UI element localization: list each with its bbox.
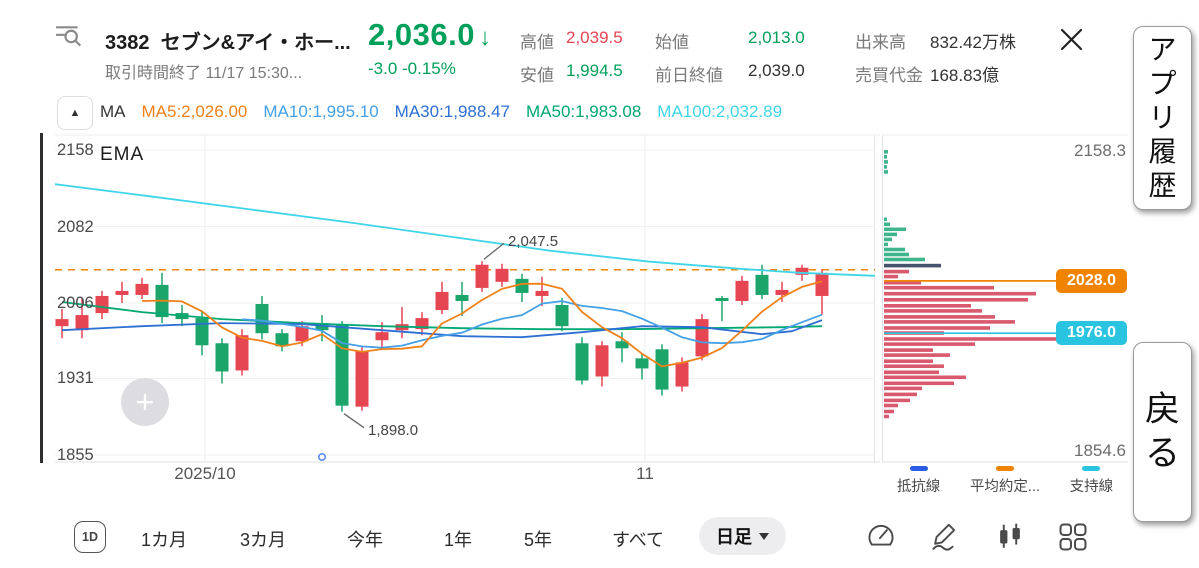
time-tick: 11: [636, 464, 654, 483]
legend-item[interactable]: 支持線: [1069, 466, 1114, 496]
panel-max-label: 2158.3: [1074, 141, 1126, 160]
stat-value-volume: 832.42万株: [930, 33, 1016, 52]
profile-legend: 抵抗線 平均約定... 支持線: [882, 466, 1128, 496]
app-history-button[interactable]: アプリ履歴: [1133, 26, 1192, 210]
avg-price-badge: 2028.0: [1056, 268, 1127, 293]
price-change: -3.0 -0.15%: [368, 59, 456, 78]
ma-prefix: MA: [100, 102, 126, 121]
button-char: る: [1144, 434, 1180, 473]
button-char: 戻: [1144, 390, 1180, 429]
stat-label-high: 高値: [520, 33, 554, 52]
price-tick: 1855: [57, 446, 94, 464]
price-tick: 2158: [57, 141, 94, 159]
button-char: リ: [1148, 102, 1177, 133]
callout-line-high: [483, 242, 505, 260]
stat-label-turnover: 売買代金: [855, 66, 923, 85]
collapse-indicator-button[interactable]: ▲: [57, 96, 93, 130]
ma-items: MA5:2,026.00 MA10:1,995.10 MA30:1,988.47 MA…: [142, 102, 783, 122]
range-tab-1年[interactable]: 1年: [444, 530, 473, 550]
ma-value: MA50:1,983.08: [525, 102, 642, 121]
stock-name: セブン&アイ・ホー...: [160, 32, 351, 54]
ma-line-MA30: [61, 319, 823, 339]
chevron-down-icon: [759, 532, 769, 540]
ma-value: MA100:2,032.89: [657, 102, 783, 121]
panel-min-label: 1854.6: [1074, 441, 1126, 460]
ma-values-bar[interactable]: MA MA5:2,026.00 MA10:1,995.10 MA30:1,988.4…: [100, 102, 782, 122]
price-tick: 1931: [57, 369, 94, 388]
stat-label-open: 始値: [655, 33, 689, 52]
button-char: プ: [1148, 68, 1177, 99]
chart-style-1d-button[interactable]: 1D: [74, 521, 106, 553]
button-char: 履: [1148, 136, 1177, 167]
ma-value: MA10:1,995.10: [263, 102, 379, 121]
legend-swatch: [1082, 466, 1101, 471]
event-marker-dot: [317, 452, 326, 461]
left-panel-edge-line: [40, 133, 43, 463]
price-tick: 2082: [57, 217, 94, 236]
stock-title: 3382 セブン&アイ・ホー...: [105, 26, 351, 55]
range-tab-1カ月[interactable]: 1カ月: [141, 530, 188, 550]
add-indicator-button[interactable]: +: [121, 378, 169, 426]
ma-line-MA100: [55, 183, 876, 277]
ma-line-MA50: [61, 301, 823, 331]
ema-label: EMA: [100, 144, 145, 165]
time-tick: 2025/10: [174, 464, 236, 483]
apps-grid-icon[interactable]: [1058, 522, 1088, 552]
legend-swatch: [995, 466, 1014, 471]
draw-pencil-icon[interactable]: [928, 520, 960, 552]
down-arrow-icon: ↓: [478, 24, 491, 51]
stock-code: 3382: [105, 32, 150, 54]
range-tab-今年[interactable]: 今年: [347, 530, 383, 550]
stat-label-volume: 出来高: [855, 33, 906, 52]
ma-line-MA10: [241, 300, 823, 349]
stat-value-open: 2,013.0: [748, 28, 805, 47]
last-price: 2,036.0: [368, 17, 475, 52]
search-icon[interactable]: [55, 24, 83, 50]
annotation-low: 1,898.0: [368, 421, 419, 439]
interval-selector[interactable]: 日足: [699, 517, 786, 555]
ma-value: MA5:2,026.00: [141, 102, 248, 121]
annotation-high: 2,047.5: [508, 233, 559, 251]
price-block: 2,036.0 ↓: [368, 17, 491, 53]
volume-profile-panel[interactable]: [882, 133, 1128, 465]
stat-label-low: 安値: [520, 66, 554, 85]
price-tick: 2006: [57, 294, 94, 312]
range-tab-すべて[interactable]: すべて: [612, 530, 665, 550]
candlestick-type-icon[interactable]: [995, 521, 1025, 551]
interval-label: 日足: [716, 527, 752, 547]
callout-line-low: [343, 413, 365, 429]
legend-item[interactable]: 平均約定...: [970, 466, 1040, 496]
volume-profile-bars: [884, 150, 1063, 419]
stat-value-turnover: 168.83億: [930, 66, 999, 85]
candlestick-chart[interactable]: [55, 133, 880, 465]
back-button[interactable]: 戻る: [1133, 342, 1192, 522]
button-char: 歴: [1148, 170, 1177, 201]
close-icon[interactable]: [1058, 26, 1085, 53]
ma-value: MA30:1,988.47: [394, 102, 510, 121]
gridlines: [55, 134, 880, 463]
session-status: 取引時間終了 11/17 15:30...: [105, 65, 303, 82]
gauge-icon[interactable]: [866, 521, 896, 551]
stat-value-low: 1,994.5: [566, 61, 623, 80]
ma-line-MA5: [141, 280, 823, 368]
legend-swatch: [909, 466, 928, 471]
legend-label: 平均約定...: [969, 479, 1041, 495]
legend-label: 抵抗線: [896, 479, 941, 495]
legend-item[interactable]: 抵抗線: [896, 466, 941, 496]
stat-label-prev-close: 前日終値: [655, 66, 723, 85]
legend-label: 支持線: [1069, 479, 1114, 495]
button-char: ア: [1148, 34, 1177, 65]
stat-value-high: 2,039.5: [566, 28, 623, 47]
range-tab-5年[interactable]: 5年: [524, 530, 553, 550]
stat-value-prev-close: 2,039.0: [748, 61, 805, 80]
range-tab-3カ月[interactable]: 3カ月: [240, 530, 287, 550]
support-price-badge: 1976.0: [1056, 321, 1127, 346]
